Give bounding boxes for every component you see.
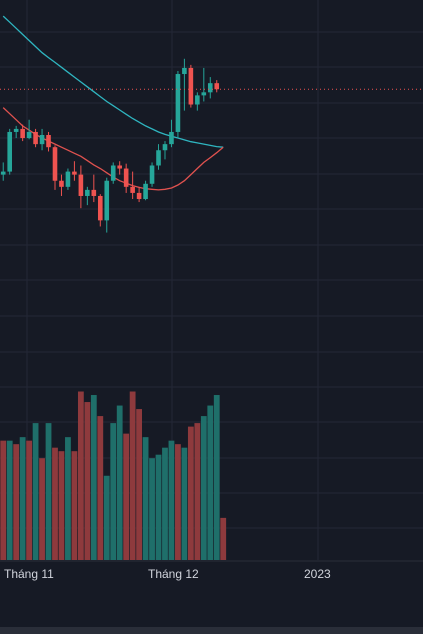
candle-body bbox=[46, 135, 51, 148]
volume-bar bbox=[162, 447, 168, 560]
time-axis-label-month11: Tháng 11 bbox=[4, 567, 54, 581]
candle-body bbox=[26, 131, 32, 139]
candle-body bbox=[7, 131, 13, 172]
volume-bar bbox=[200, 416, 207, 560]
volume-bar bbox=[97, 416, 104, 560]
candle-body bbox=[0, 171, 6, 175]
volume-bar bbox=[6, 440, 13, 560]
volume-bar bbox=[13, 444, 20, 560]
volume-bar bbox=[84, 402, 91, 560]
volume-bar bbox=[32, 423, 39, 560]
volume-bar bbox=[65, 437, 71, 560]
candle-body bbox=[59, 180, 64, 187]
volume-bar bbox=[220, 517, 227, 560]
volume-bar bbox=[194, 423, 201, 560]
volume-bar bbox=[149, 458, 155, 560]
candle-body bbox=[104, 180, 110, 221]
candle-body bbox=[207, 83, 213, 93]
ma-slow-line bbox=[2, 15, 224, 148]
candle-body bbox=[123, 168, 129, 187]
candle-body bbox=[13, 128, 19, 132]
volume-bar bbox=[77, 391, 84, 560]
volume-bar bbox=[71, 451, 78, 560]
candle-body bbox=[182, 67, 187, 75]
candle-body bbox=[214, 83, 220, 90]
volume-bar bbox=[155, 454, 162, 560]
candle-body bbox=[97, 195, 103, 221]
candle-body bbox=[149, 165, 155, 184]
candles bbox=[0, 58, 220, 233]
candle-body bbox=[201, 92, 207, 96]
volume-bar bbox=[181, 447, 188, 560]
candle-body bbox=[136, 192, 142, 200]
candle-body bbox=[52, 147, 58, 181]
candle-body bbox=[169, 131, 174, 145]
candle-body bbox=[72, 171, 77, 175]
volume-bar bbox=[45, 423, 52, 560]
volume-bar bbox=[26, 440, 33, 560]
volume-bar bbox=[175, 444, 181, 560]
volume-bar bbox=[103, 475, 110, 560]
volume-bar bbox=[136, 409, 143, 560]
volume-bar bbox=[116, 405, 123, 560]
candle-body bbox=[130, 186, 135, 193]
candle-body bbox=[65, 171, 71, 187]
bottom-scrollbar[interactable] bbox=[0, 627, 423, 634]
volume-bar bbox=[19, 437, 26, 560]
candle-body bbox=[78, 174, 84, 196]
volume-bar bbox=[39, 458, 45, 560]
volume-bar bbox=[52, 447, 58, 560]
volume-bars bbox=[0, 391, 227, 560]
volume-bar bbox=[129, 391, 136, 560]
volume-bar bbox=[123, 433, 130, 560]
volume-bar bbox=[142, 437, 149, 560]
candle-body bbox=[91, 189, 97, 196]
volume-bar bbox=[213, 395, 220, 560]
candle-body bbox=[85, 189, 90, 196]
volume-bar bbox=[0, 440, 7, 560]
time-axis: Tháng 11 Tháng 12 2023 bbox=[4, 567, 331, 581]
candle-body bbox=[188, 67, 194, 105]
volume-bar bbox=[90, 395, 97, 560]
volume-bar bbox=[110, 423, 117, 560]
time-axis-label-month12: Tháng 12 bbox=[148, 567, 199, 581]
candle-body bbox=[195, 95, 200, 105]
candle-body bbox=[20, 128, 25, 139]
candle-body bbox=[162, 144, 168, 151]
candle-body bbox=[33, 131, 38, 145]
candle-body bbox=[175, 74, 181, 132]
time-axis-label-year: 2023 bbox=[304, 567, 331, 581]
volume-bar bbox=[58, 451, 65, 560]
candle-body bbox=[156, 150, 161, 166]
candle-body bbox=[117, 165, 122, 169]
volume-bar bbox=[187, 426, 194, 560]
volume-bar bbox=[207, 405, 214, 560]
candle-body bbox=[39, 135, 45, 145]
candle-body bbox=[110, 165, 116, 181]
volume-bar bbox=[168, 440, 175, 560]
candle-body bbox=[143, 183, 148, 200]
